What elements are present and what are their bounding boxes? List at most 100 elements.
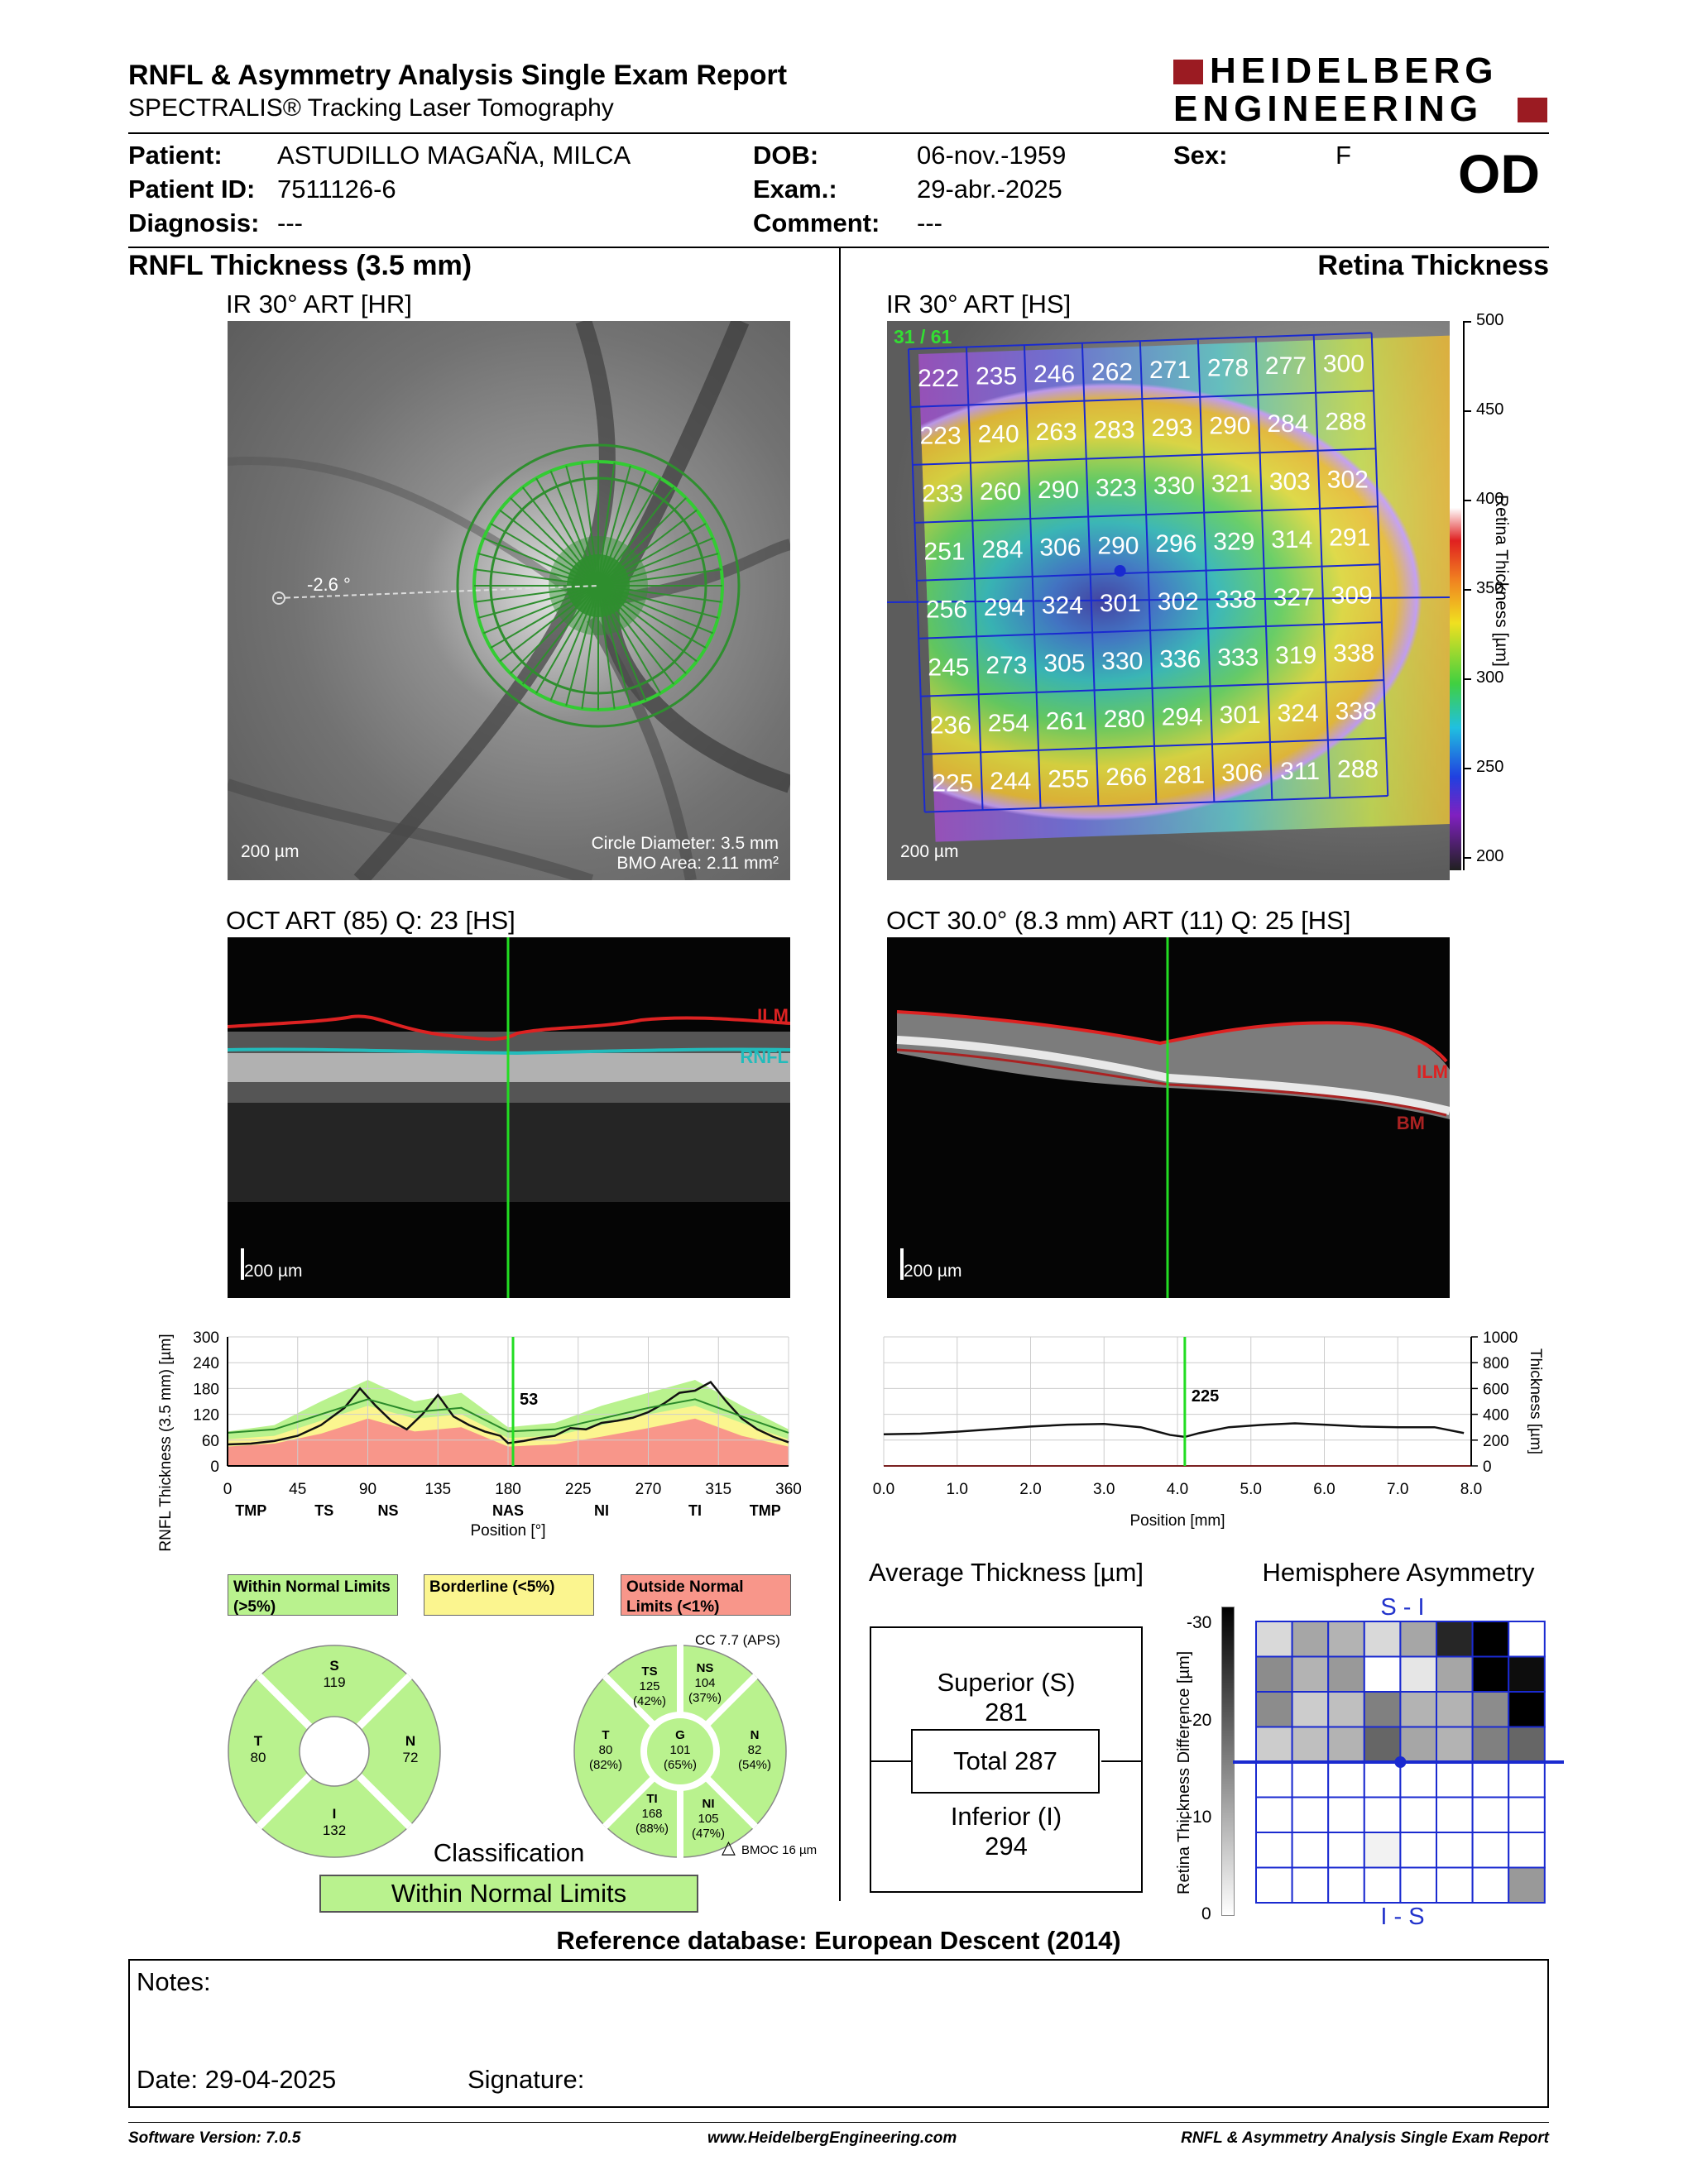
sector-chart: TS 125 (42%) NS 104 (37%) T 80 (82%) G 1… xyxy=(573,1644,787,1859)
thickness-cell: 300 xyxy=(1323,351,1364,378)
patient-label: Patient: xyxy=(128,141,223,170)
thickness-cell: 309 xyxy=(1331,582,1373,609)
diagnosis-label: Diagnosis: xyxy=(128,208,260,237)
thickness-cell: 288 xyxy=(1337,755,1379,783)
hemisphere-cell xyxy=(1508,1761,1546,1798)
hemisphere-cell xyxy=(1471,1761,1510,1798)
sector-n-pct: (54%) xyxy=(738,1758,771,1772)
hemisphere-cell xyxy=(1327,1796,1365,1833)
dob-label: DOB: xyxy=(753,141,819,170)
notes-box: Notes: Date: 29-04-2025 Signature: xyxy=(128,1959,1549,2108)
quadrant-t-value: 80 xyxy=(251,1750,266,1765)
hemisphere-cell xyxy=(1471,1691,1510,1728)
hemisphere-cell xyxy=(1291,1726,1330,1763)
software-version: Software Version: 7.0.5 xyxy=(128,2129,301,2147)
rnfl-sector-label: TMP xyxy=(750,1502,781,1519)
thickness-cell: 338 xyxy=(1216,586,1257,613)
right-oct-scale: 200 µm xyxy=(904,1262,962,1281)
macula-y-tick: 200 xyxy=(1483,1433,1509,1450)
hemisphere-cell xyxy=(1291,1761,1330,1798)
hemisphere-cell xyxy=(1327,1761,1365,1798)
hemisphere-cell xyxy=(1508,1655,1546,1693)
rnfl-x-tick: 360 xyxy=(775,1481,802,1498)
hemisphere-cell xyxy=(1327,1691,1365,1728)
colorbar-tick: 250 xyxy=(1476,758,1504,776)
rnfl-label: RNFL xyxy=(740,1046,789,1067)
exam-value: 29-abr.-2025 xyxy=(917,175,1062,204)
thickness-cell: 273 xyxy=(985,652,1027,679)
rnfl-x-tick: 90 xyxy=(359,1481,376,1498)
thickness-cell: 284 xyxy=(1267,410,1308,438)
rnfl-y-tick: 0 xyxy=(210,1458,219,1476)
report-title: RNFL & Asymmetry Analysis Single Exam Re… xyxy=(128,60,788,91)
thickness-cell: 225 xyxy=(932,769,973,797)
macula-bscan: ILM BM 200 µm xyxy=(887,937,1450,1298)
hemisphere-cell xyxy=(1327,1655,1365,1693)
rnfl-x-tick: 270 xyxy=(635,1481,662,1498)
rnfl-sector-label: NI xyxy=(594,1502,609,1519)
sector-ns-pct: (37%) xyxy=(688,1691,722,1705)
circle-diameter: Circle Diameter: 3.5 mm xyxy=(591,834,779,853)
sector-t-label: T xyxy=(602,1728,609,1742)
hemisphere-asymmetry-grid xyxy=(1233,1621,1564,1904)
rnfl-sector-label: NS xyxy=(377,1502,398,1519)
hemisphere-cell xyxy=(1399,1796,1437,1833)
macula-profile-line xyxy=(883,1422,1465,1439)
thickness-cell: 306 xyxy=(1039,534,1081,562)
hemisphere-cell xyxy=(1399,1761,1437,1798)
sector-g-value: 101 xyxy=(669,1743,690,1757)
quadrant-s-value: 119 xyxy=(323,1674,345,1690)
hemisphere-cell xyxy=(1327,1866,1365,1904)
brand-line2: ENGINEERING xyxy=(1173,89,1484,129)
thickness-cell: 290 xyxy=(1097,532,1139,559)
inferior-value: 294 xyxy=(985,1832,1028,1861)
hemisphere-cell xyxy=(1291,1691,1330,1728)
quadrant-s-label: S xyxy=(329,1658,338,1674)
heidelberg-logo: HEIDELBERG ENGINEERING xyxy=(1173,51,1547,131)
hemi-tick-20: -20 xyxy=(1187,1711,1212,1730)
thickness-cell: 254 xyxy=(988,710,1029,737)
thickness-cell: 333 xyxy=(1217,644,1259,671)
macula-x-tick: 5.0 xyxy=(1240,1481,1262,1498)
colorbar-tick: 500 xyxy=(1476,311,1504,329)
sector-g-label: G xyxy=(675,1728,685,1742)
thickness-cell: 290 xyxy=(1209,412,1250,439)
thickness-cell: 302 xyxy=(1158,588,1199,615)
thickness-cell: 301 xyxy=(1100,590,1141,617)
hemisphere-cell xyxy=(1363,1655,1402,1693)
quadrant-chart: S 119 N 72 I 132 T 80 xyxy=(228,1645,441,1858)
eye-indicator: OD xyxy=(1458,143,1540,204)
thickness-cell: 303 xyxy=(1269,468,1311,496)
ir-angle: -2.6 ° xyxy=(307,574,351,595)
thickness-grid-lines xyxy=(908,332,1389,813)
thickness-cell: 306 xyxy=(1221,759,1263,787)
hemisphere-cell xyxy=(1291,1866,1330,1904)
hemisphere-scale-label: Retina Thickness Difference [µm] xyxy=(1175,1650,1193,1894)
website: www.HeidelbergEngineering.com xyxy=(707,2129,957,2147)
macula-y-tick: 400 xyxy=(1483,1407,1509,1425)
hemisphere-cell xyxy=(1363,1866,1402,1904)
legend-outside-normal: Outside Normal Limits (<1%) xyxy=(621,1574,791,1616)
rnfl-ylabel: RNFL Thickness (3.5 mm) [µm] xyxy=(157,1334,175,1551)
hemisphere-cell xyxy=(1399,1832,1437,1869)
ilm-label-left: ILM xyxy=(757,1005,789,1026)
right-oct-caption: OCT 30.0° (8.3 mm) ART (11) Q: 25 [HS] xyxy=(886,906,1351,935)
comment-value: --- xyxy=(917,208,942,237)
thickness-cell: 260 xyxy=(980,478,1021,505)
superior-value: 281 xyxy=(985,1698,1028,1727)
thickness-cell: 330 xyxy=(1101,648,1143,675)
hemisphere-cell xyxy=(1327,1832,1365,1869)
reference-database: Reference database: European Descent (20… xyxy=(556,1926,1121,1955)
bm-label: BM xyxy=(1396,1113,1425,1133)
sex-label: Sex: xyxy=(1173,141,1228,170)
average-thickness-box: Superior (S) 281 Total 287 Inferior (I) … xyxy=(870,1626,1143,1893)
rnfl-x-tick: 45 xyxy=(289,1481,306,1498)
hemisphere-cell xyxy=(1471,1655,1510,1693)
patient-name: ASTUDILLO MAGAÑA, MILCA xyxy=(277,141,631,170)
rnfl-xlabel: Position [°] xyxy=(470,1522,545,1540)
thickness-cell: 263 xyxy=(1036,419,1077,446)
sector-ts-label: TS xyxy=(641,1664,657,1679)
hemisphere-cell xyxy=(1255,1832,1293,1869)
thickness-cell: 336 xyxy=(1159,646,1201,673)
thickness-cell: 235 xyxy=(976,362,1017,390)
